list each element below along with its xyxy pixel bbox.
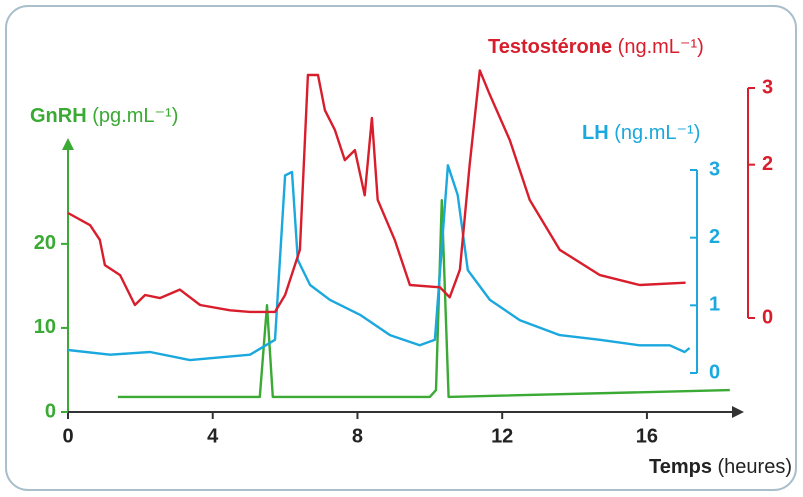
series-line [67,69,686,314]
series-line [117,199,730,399]
y-tick-label: 0 [45,400,56,422]
frame [5,5,797,491]
series-line [67,164,691,362]
y3-axis-name: Testostérone [488,36,612,58]
y-axis-unit: (pg.mL⁻¹) [92,105,178,127]
y2-tick-label: 3 [709,158,720,180]
y2-tick-label: 2 [709,226,720,248]
y3-axis-label: Testostérone (ng.mL⁻¹) [488,36,704,58]
y-axis-name: GnRH [30,105,87,127]
x-tick-label: 16 [636,425,658,447]
y2-axis-label: LH (ng.mL⁻¹) [582,122,700,144]
x-tick-label: 0 [62,425,73,447]
y-tick-label: 20 [34,232,56,254]
x-tick-label: 8 [352,425,363,447]
y2-axis-name: LH [582,122,609,144]
x-axis-name: Temps [649,456,712,478]
x-axis-arrow [732,406,744,418]
y2-tick-label: 0 [709,361,720,383]
y-axis-label: GnRH (pg.mL⁻¹) [30,105,178,127]
y3-tick-label: 3 [762,76,773,98]
y3-tick-label: 2 [762,153,773,175]
x-tick-label: 12 [491,425,513,447]
y-axis-arrow [62,138,74,150]
x-axis-unit: (heures) [718,456,792,478]
y3-tick-label: 0 [762,306,773,328]
y-tick-label: 10 [34,316,56,338]
x-axis-label: Temps (heures) [649,456,792,478]
y2-axis-unit: (ng.mL⁻¹) [614,122,700,144]
y2-tick-label: 1 [709,294,720,316]
y3-axis-unit: (ng.mL⁻¹) [618,36,704,58]
x-tick-label: 4 [207,425,219,447]
